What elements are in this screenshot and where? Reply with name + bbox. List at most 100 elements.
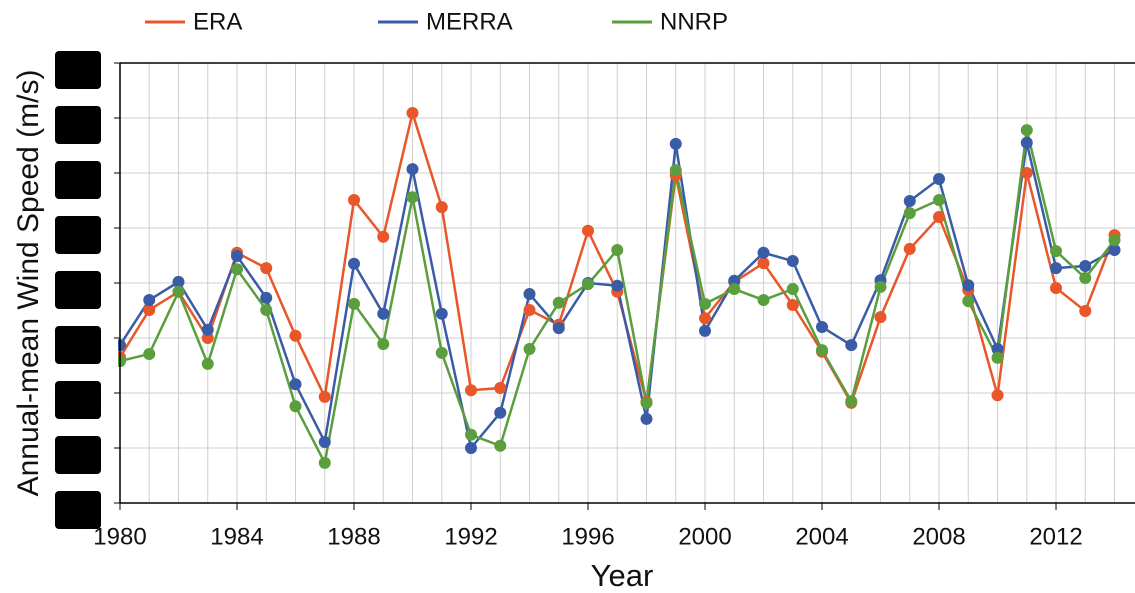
data-point: [991, 389, 1004, 402]
data-point: [903, 195, 916, 208]
data-point: [552, 296, 565, 309]
data-point: [874, 311, 887, 324]
data-point: [231, 263, 244, 276]
data-point: [289, 400, 302, 413]
data-point: [962, 279, 975, 292]
data-point: [494, 406, 507, 419]
data-point: [318, 456, 331, 469]
x-tick-label: 1980: [93, 523, 146, 550]
data-point: [143, 347, 156, 360]
data-point: [377, 230, 390, 243]
grid: [119, 62, 1135, 504]
x-tick-label: 2000: [678, 523, 731, 550]
data-point: [172, 275, 185, 288]
data-point: [903, 207, 916, 220]
data-point: [933, 211, 946, 223]
x-tick-label: 2004: [795, 523, 848, 550]
data-point: [582, 278, 595, 291]
axes: 1980 1984 1988 1992 1996 2000 2004 2008 2012: [55, 51, 1135, 550]
data-point: [1020, 167, 1033, 179]
data-point: [348, 193, 361, 206]
data-point: [231, 250, 244, 263]
data-point: [348, 257, 361, 270]
y-axis-label: Annual-mean Wind Speed (m/s): [12, 70, 45, 497]
data-point: [465, 384, 478, 397]
data-point: [377, 338, 390, 351]
data-point: [552, 322, 565, 335]
data-point: [1050, 262, 1063, 275]
data-point: [172, 285, 185, 298]
x-tick-label: 2008: [912, 523, 965, 550]
data-point: [494, 382, 507, 395]
data-point: [816, 344, 829, 357]
legend-label: ERA: [193, 8, 242, 35]
data-point: [640, 412, 653, 425]
data-point: [201, 323, 214, 336]
data-point: [611, 244, 624, 256]
data-point: [494, 439, 507, 452]
data-point: [143, 303, 156, 316]
data-point: [757, 246, 770, 259]
redacted-label: [55, 161, 101, 199]
data-point: [611, 279, 624, 292]
data-point: [991, 343, 1004, 355]
data-point: [406, 163, 419, 176]
x-tick-label: 2012: [1029, 523, 1082, 550]
data-point: [1079, 305, 1092, 318]
data-point: [640, 396, 653, 409]
data-point: [318, 390, 331, 403]
redacted-label: [55, 436, 101, 474]
data-point: [1020, 124, 1033, 137]
data-point: [1050, 245, 1063, 258]
data-point: [143, 294, 156, 307]
data-point: [435, 201, 448, 214]
data-point: [757, 257, 770, 270]
data-point: [465, 442, 478, 454]
legend-label: MERRA: [426, 8, 513, 35]
data-point: [699, 324, 712, 337]
data-point: [845, 395, 858, 408]
data-point: [582, 224, 595, 237]
data-point: [991, 351, 1004, 364]
data-point: [260, 262, 273, 275]
redacted-label: [55, 326, 101, 364]
x-axis-label: Year: [591, 558, 654, 593]
data-point: [201, 332, 214, 344]
data-point: [669, 164, 682, 177]
data-point: [933, 193, 946, 206]
data-point: [465, 428, 478, 441]
data-point: [816, 321, 829, 333]
data-point: [669, 137, 682, 150]
data-point: [377, 307, 390, 320]
data-point: [728, 283, 741, 296]
data-point: [1079, 259, 1092, 272]
data-point: [1108, 234, 1121, 247]
data-point: [786, 299, 799, 311]
x-tick-label: 1984: [210, 523, 263, 550]
redacted-label: [55, 106, 101, 144]
data-point: [435, 346, 448, 359]
data-point: [786, 283, 799, 296]
data-point: [903, 242, 916, 255]
data-point: [1020, 136, 1033, 149]
data-point: [260, 291, 273, 304]
plot-area: [118, 107, 1121, 469]
x-tick-label: 1988: [327, 523, 380, 550]
x-tick-label: 1996: [561, 523, 614, 550]
data-point: [289, 329, 302, 342]
data-point: [933, 173, 946, 186]
data-point: [962, 295, 975, 308]
redacted-label: [55, 381, 101, 419]
data-point: [728, 274, 741, 287]
data-point: [1108, 244, 1121, 256]
data-point: [260, 303, 273, 316]
data-point: [523, 343, 536, 355]
data-point: [699, 297, 712, 310]
data-point: [699, 312, 712, 325]
data-point: [435, 307, 448, 320]
data-point: [201, 357, 214, 370]
data-point: [348, 297, 361, 310]
data-point: [1079, 272, 1092, 285]
data-point: [318, 435, 331, 448]
